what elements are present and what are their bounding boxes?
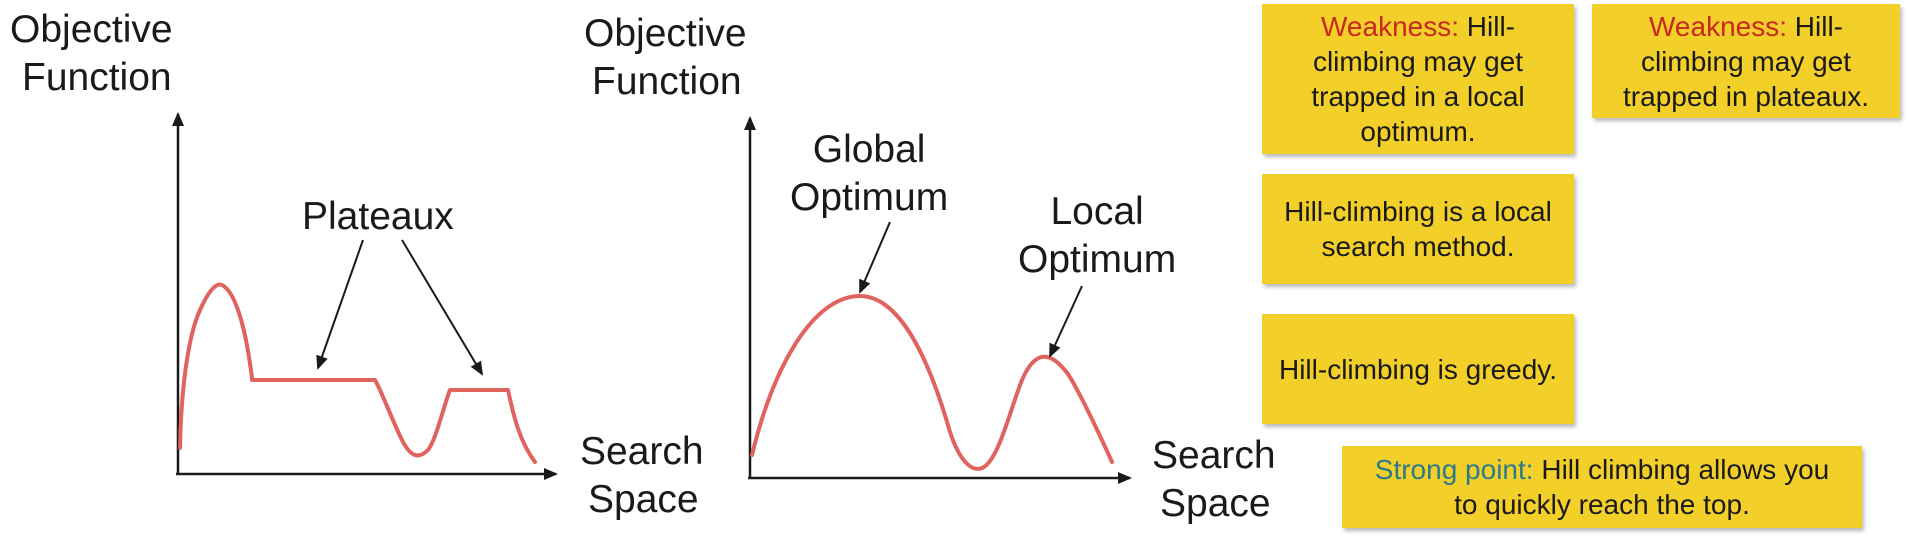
note-local-search-text: Hill-climbing is a local search method. [1284,196,1552,262]
diagram2-x-axis-label: Search Space [1152,432,1276,528]
diagram1-y-label-line2: Function [22,56,172,99]
note-weakness-lead: Weakness: [1321,11,1459,42]
local-label-line1: Local [1050,190,1144,233]
diagram1-x-axis-label: Search Space [580,428,704,524]
plateaux-label: Plateaux [302,195,454,238]
diagram1-x-label-line1: Search [580,430,704,473]
note-greedy-text: Hill-climbing is greedy. [1278,353,1557,385]
note-weakness-plateaux: Weakness: Hill-climbing may get trapped … [1592,4,1900,118]
local-optimum-arrow [1049,285,1083,358]
note-weakness-text: Hill-climbing may get trapped in a local… [1311,11,1525,147]
plateaux-arrow-1 [316,239,364,370]
diagram2-x-label-line1: Search [1152,434,1276,477]
local-label-line2: Optimum [1018,238,1177,281]
global-label-line1: Global [812,128,926,171]
note-greedy: Hill-climbing is greedy. [1262,314,1574,424]
note-weakness-local-optimum: Weakness: Hill-climbing may get trapped … [1262,4,1574,154]
global-label-line2: Optimum [790,176,949,219]
note-strong-lead: Strong point: [1374,454,1534,485]
plateaux-arrow-2 [401,239,484,376]
note-strong-point: Strong point: Hill climbing allows you t… [1342,446,1862,528]
note-strong-text: Hill climbing allows you to quickly reac… [1454,454,1830,520]
diagram1-y-axis-label: Objective Function [10,6,173,102]
note-weakness-lead: Weakness: [1649,10,1787,42]
note-weakness-text: Hill-climbing may get trapped in plateau… [1623,10,1869,112]
diagram1-curve [178,282,537,464]
local-optimum-label: Local Optimum [1018,188,1176,284]
diagram2-curve [750,293,1114,471]
note-local-search: Hill-climbing is a local search method. [1262,174,1574,284]
diagram2-y-label-line2: Function [592,60,742,103]
diagram1-x-label-line2: Space [588,478,699,521]
diagram1-y-label-line1: Objective [10,8,173,51]
global-optimum-arrow [859,221,891,294]
global-optimum-label: Global Optimum [790,126,948,222]
diagram2-x-label-line2: Space [1160,482,1271,525]
diagram2-y-axis-label: Objective Function [584,10,747,106]
diagram2-y-label-line1: Objective [584,12,747,55]
